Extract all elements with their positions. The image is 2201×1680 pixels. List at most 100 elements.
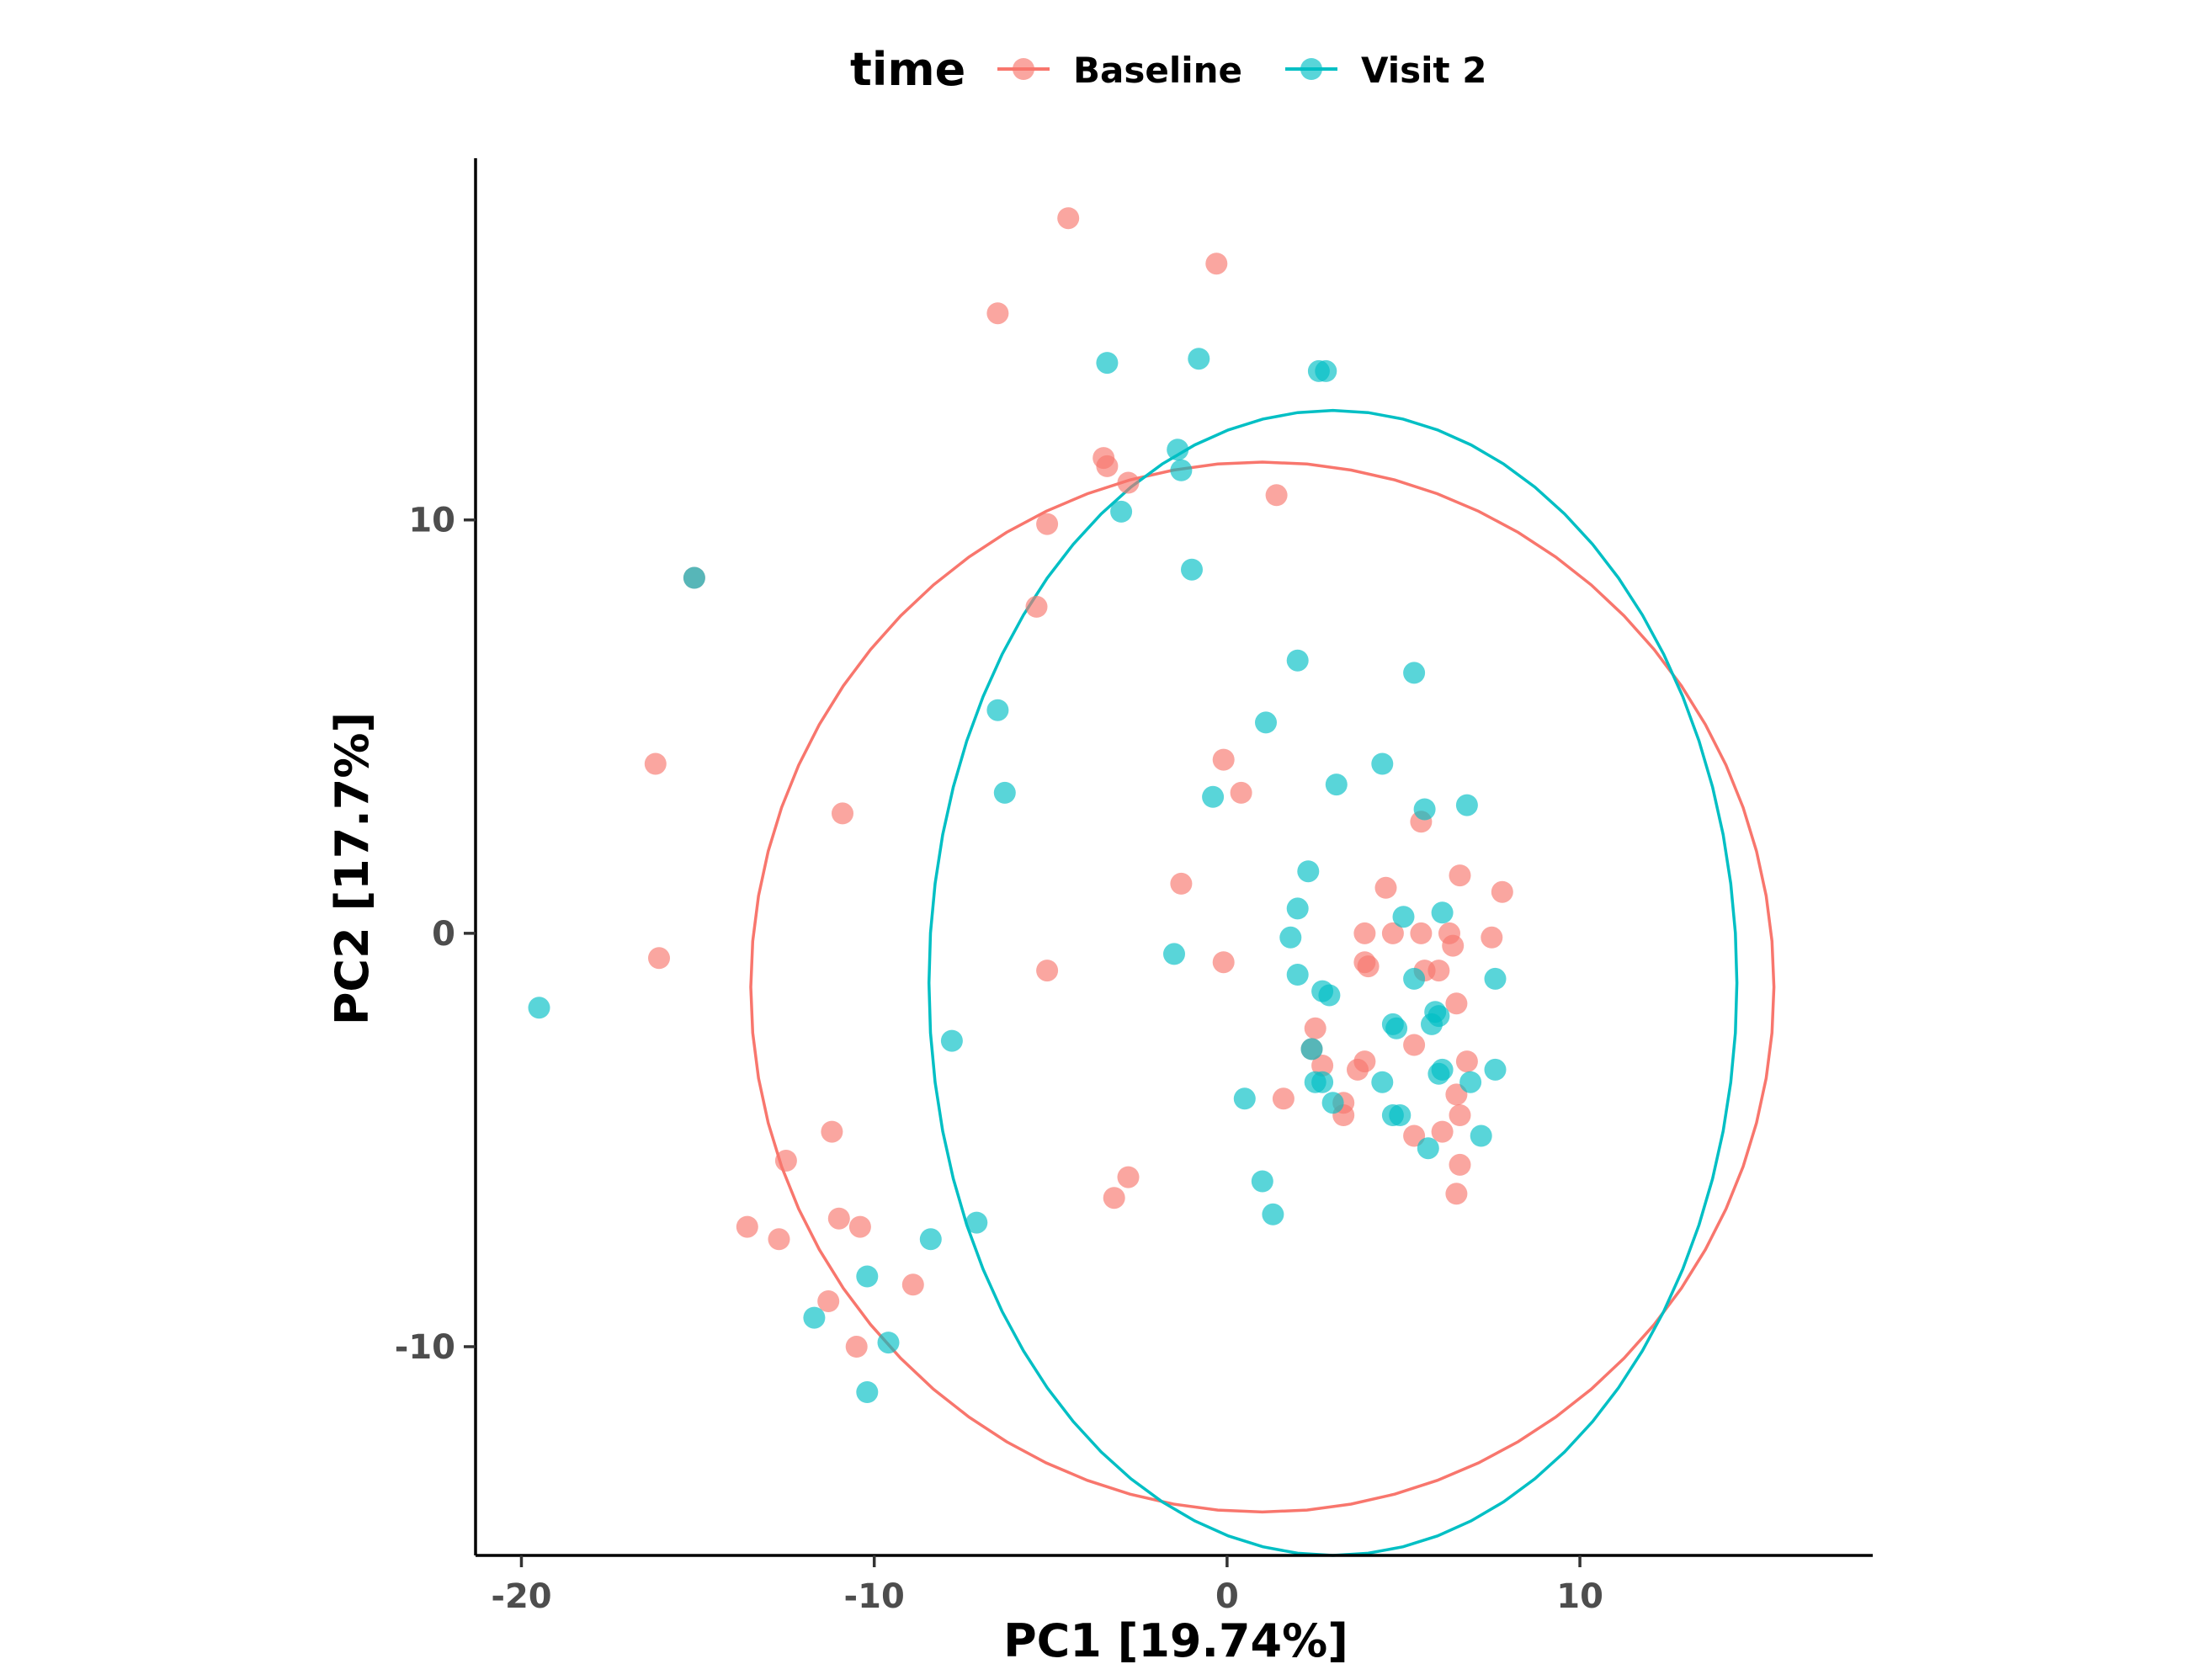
point-visit-2 <box>1413 798 1436 821</box>
point-baseline <box>827 1207 850 1230</box>
x-tick-label: -20 <box>491 1577 551 1616</box>
point-visit-2 <box>1188 348 1210 370</box>
point-baseline <box>774 1150 797 1172</box>
point-baseline <box>1265 484 1288 507</box>
point-visit-2 <box>1297 860 1320 883</box>
point-baseline <box>1096 455 1119 477</box>
point-visit-2 <box>1311 1071 1334 1093</box>
point-visit-2 <box>1286 649 1309 672</box>
point-visit-2 <box>1403 662 1426 684</box>
point-visit-2 <box>1279 926 1302 949</box>
point-baseline <box>1445 992 1468 1015</box>
x-tick-label: 10 <box>1556 1577 1603 1616</box>
point-baseline <box>1272 1087 1295 1110</box>
point-baseline <box>1455 1050 1478 1073</box>
point-baseline <box>1117 1166 1140 1188</box>
point-baseline <box>832 802 853 825</box>
point-baseline <box>1353 922 1376 944</box>
x-tick-label: -10 <box>844 1577 905 1616</box>
legend-item-visit-2: Visit 2 <box>1285 50 1486 91</box>
point-visit-2 <box>1371 752 1394 775</box>
point-visit-2 <box>1163 943 1185 965</box>
legend-title: time <box>850 43 965 96</box>
point-visit-2 <box>1431 901 1454 924</box>
point-visit-2 <box>1421 1013 1443 1035</box>
point-baseline <box>648 947 670 970</box>
point-visit-2 <box>1318 984 1341 1007</box>
point-baseline <box>1403 1124 1426 1147</box>
point-visit-2 <box>1202 785 1225 808</box>
point-baseline <box>1025 595 1048 618</box>
point-baseline <box>1381 922 1404 944</box>
point-baseline <box>1491 880 1513 903</box>
point-visit-2 <box>1392 906 1415 928</box>
point-baseline <box>821 1120 843 1143</box>
point-visit-2 <box>1170 459 1193 481</box>
point-baseline <box>1212 951 1235 974</box>
point-visit-2 <box>1470 1124 1492 1147</box>
point-baseline <box>1403 1034 1426 1056</box>
point-baseline <box>1445 1083 1468 1106</box>
point-baseline <box>1170 872 1193 895</box>
point-visit-2 <box>1286 897 1309 920</box>
point-visit-2 <box>1300 1038 1323 1061</box>
x-tick-label: 0 <box>1215 1577 1239 1616</box>
point-baseline <box>845 1336 868 1358</box>
point-visit-2 <box>1286 964 1309 986</box>
point-visit-2 <box>1167 439 1189 461</box>
point-baseline <box>1449 864 1471 887</box>
point-baseline <box>1311 1055 1334 1077</box>
point-visit-2 <box>940 1029 963 1052</box>
legend-label-baseline: Baseline <box>1073 50 1242 91</box>
point-baseline <box>1117 471 1140 494</box>
point-baseline <box>644 752 667 775</box>
point-visit-2 <box>1427 1062 1450 1085</box>
ellipse-baseline <box>749 460 1776 1514</box>
point-visit-2 <box>986 699 1009 721</box>
legend-key-point-baseline <box>1013 58 1034 80</box>
y-tick-label: 10 <box>408 502 455 540</box>
point-baseline <box>986 302 1009 325</box>
point-baseline <box>817 1290 840 1312</box>
point-visit-2 <box>965 1211 988 1234</box>
point-visit-2 <box>1325 774 1348 796</box>
point-visit-2 <box>1262 1203 1284 1225</box>
point-baseline <box>1212 748 1235 771</box>
point-baseline <box>768 1228 790 1251</box>
ellipse-visit-2 <box>927 408 1739 1557</box>
point-baseline <box>1230 781 1252 804</box>
point-visit-2 <box>856 1381 879 1403</box>
point-baseline <box>1410 922 1433 944</box>
confidence-ellipses <box>749 408 1776 1557</box>
point-visit-2 <box>1321 1092 1344 1114</box>
point-baseline <box>1036 960 1059 982</box>
point-baseline <box>1445 1183 1468 1205</box>
point-baseline <box>1431 1120 1454 1143</box>
point-visit-2 <box>1315 359 1337 382</box>
point-visit-2 <box>1484 1058 1507 1081</box>
y-axis-title: PC2 [17.7%] <box>326 712 379 1025</box>
scatter-points <box>528 207 1513 1403</box>
point-baseline <box>1057 207 1080 230</box>
point-visit-2 <box>1484 967 1507 990</box>
point-visit-2 <box>803 1306 826 1329</box>
point-visit-2 <box>683 566 705 589</box>
y-tick-label: -10 <box>395 1328 455 1367</box>
point-visit-2 <box>1417 1137 1439 1160</box>
point-baseline <box>1036 513 1059 535</box>
point-visit-2 <box>993 781 1016 804</box>
x-axis-ticks: -20 -10 0 10 <box>491 1555 1603 1616</box>
point-visit-2 <box>1251 1170 1273 1193</box>
point-baseline <box>1205 253 1228 275</box>
point-visit-2 <box>1371 1071 1394 1093</box>
point-visit-2 <box>528 997 550 1019</box>
point-visit-2 <box>1255 711 1277 734</box>
point-baseline <box>1304 1017 1326 1039</box>
point-visit-2 <box>1110 500 1133 523</box>
point-visit-2 <box>1459 1071 1482 1093</box>
point-baseline <box>1442 934 1465 957</box>
legend-key-point-visit-2 <box>1300 58 1322 80</box>
point-visit-2 <box>856 1265 879 1288</box>
x-axis-title: PC1 [19.74%] <box>1003 1614 1348 1667</box>
